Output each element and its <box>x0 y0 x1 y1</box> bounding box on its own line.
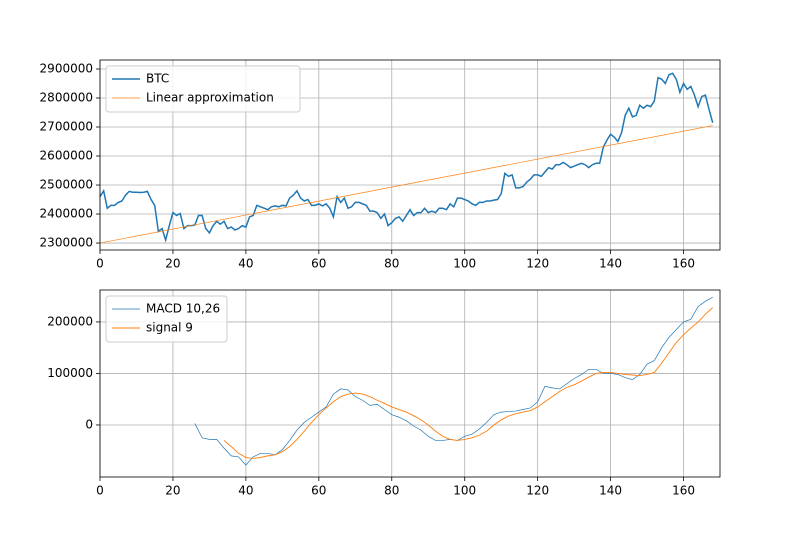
y-tick-label: 2900000 <box>40 61 93 75</box>
x-tick-label: 120 <box>526 484 549 498</box>
x-tick-label: 140 <box>599 484 622 498</box>
legend-label: MACD 10,26 <box>146 302 220 316</box>
x-tick-label: 20 <box>165 257 180 271</box>
y-tick-label: 2300000 <box>40 236 93 250</box>
y-tick-label: 2600000 <box>40 149 93 163</box>
y-tick-label: 100000 <box>47 366 93 380</box>
x-tick-label: 120 <box>526 257 549 271</box>
y-tick-label: 2500000 <box>40 178 93 192</box>
legend-label: BTC <box>146 72 169 86</box>
x-tick-label: 100 <box>453 257 476 271</box>
axes-frame <box>99 289 721 478</box>
legend-box <box>105 295 228 343</box>
y-tick-label: 2700000 <box>40 120 93 134</box>
series-line <box>99 125 713 244</box>
y-tick-label: 2800000 <box>40 91 93 105</box>
x-tick-label: 100 <box>453 484 476 498</box>
x-tick-label: 40 <box>238 257 253 271</box>
x-tick-label: 60 <box>311 484 326 498</box>
x-tick-label: 60 <box>311 257 326 271</box>
x-tick-label: 160 <box>672 257 695 271</box>
x-tick-label: 80 <box>384 484 399 498</box>
legend-box <box>105 65 301 113</box>
x-tick-label: 20 <box>165 484 180 498</box>
legend-label: Linear approximation <box>146 91 274 105</box>
y-tick-label: 0 <box>85 417 93 431</box>
x-tick-label: 0 <box>96 257 104 271</box>
series-line <box>223 307 714 459</box>
x-tick-label: 160 <box>672 484 695 498</box>
series-line <box>99 72 714 243</box>
x-tick-label: 80 <box>384 257 399 271</box>
x-tick-label: 0 <box>96 484 104 498</box>
x-tick-label: 140 <box>599 257 622 271</box>
axes-frame <box>99 59 721 251</box>
y-tick-label: 2400000 <box>40 207 93 221</box>
legend-label: signal 9 <box>146 321 193 335</box>
x-tick-label: 40 <box>238 484 253 498</box>
y-tick-label: 200000 <box>47 314 93 328</box>
